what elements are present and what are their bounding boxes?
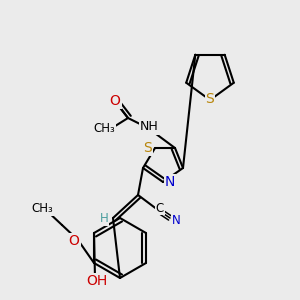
Text: CH₃: CH₃	[31, 202, 53, 215]
Text: S: S	[144, 141, 152, 155]
Text: N: N	[165, 175, 175, 189]
Text: C: C	[156, 202, 164, 214]
Text: O: O	[110, 94, 120, 108]
Text: N: N	[172, 214, 180, 226]
Text: H: H	[100, 212, 108, 226]
Text: NH: NH	[140, 121, 158, 134]
Text: S: S	[206, 92, 214, 106]
Text: OH: OH	[86, 274, 108, 288]
Text: O: O	[69, 234, 80, 248]
Text: CH₃: CH₃	[93, 122, 115, 136]
